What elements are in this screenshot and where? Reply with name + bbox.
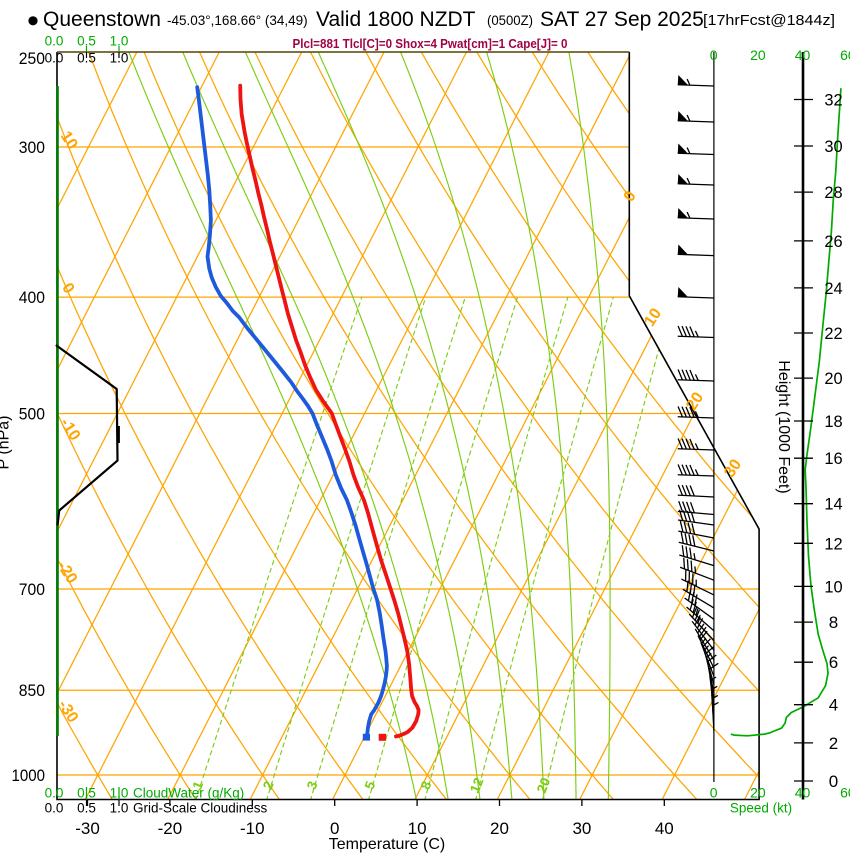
svg-text:60: 60 <box>840 47 850 63</box>
svg-text:Temperature (C): Temperature (C) <box>329 836 445 853</box>
svg-text:1.0: 1.0 <box>110 34 129 49</box>
svg-text:32: 32 <box>824 91 842 110</box>
svg-text:0: 0 <box>710 47 718 63</box>
svg-text:0.5: 0.5 <box>77 34 96 49</box>
svg-text:0: 0 <box>330 819 339 838</box>
svg-text:Plcl=881 Tlcl[C]=0 Shox=4 Pwat: Plcl=881 Tlcl[C]=0 Shox=4 Pwat[cm]=1 Cap… <box>293 36 568 51</box>
svg-text:60: 60 <box>840 785 850 801</box>
svg-text:[17hrFcst@1844z]: [17hrFcst@1844z] <box>703 12 835 29</box>
svg-text:2: 2 <box>829 734 838 753</box>
svg-text:0.0: 0.0 <box>45 51 64 66</box>
svg-text:-20: -20 <box>158 819 183 838</box>
svg-text:Queenstown: Queenstown <box>43 8 161 31</box>
svg-text:Height (1000 Feet): Height (1000 Feet) <box>775 360 792 493</box>
svg-text:400: 400 <box>19 288 45 307</box>
svg-text:-10: -10 <box>240 819 265 838</box>
svg-text:0.0: 0.0 <box>45 34 64 49</box>
svg-text:250: 250 <box>19 49 45 68</box>
svg-text:18: 18 <box>824 412 842 431</box>
svg-text:20: 20 <box>490 819 509 838</box>
svg-text:0.0: 0.0 <box>45 786 64 801</box>
svg-text:0.0: 0.0 <box>45 801 64 816</box>
svg-text:-45.03°,168.66° (34,49): -45.03°,168.66° (34,49) <box>167 13 308 28</box>
svg-text:300: 300 <box>19 138 45 157</box>
svg-text:500: 500 <box>19 405 45 424</box>
svg-text:Grid-Scale Cloudiness: Grid-Scale Cloudiness <box>133 801 268 816</box>
svg-text:40: 40 <box>655 819 674 838</box>
svg-text:20: 20 <box>750 47 766 63</box>
svg-text:850: 850 <box>19 681 45 700</box>
svg-text:16: 16 <box>824 449 842 468</box>
svg-text:12: 12 <box>467 776 487 796</box>
svg-text:10: 10 <box>824 577 842 596</box>
svg-text:SAT 27 Sep 2025: SAT 27 Sep 2025 <box>540 8 704 31</box>
svg-text:6: 6 <box>829 653 838 672</box>
svg-text:26: 26 <box>824 232 842 251</box>
svg-text:-30: -30 <box>75 819 100 838</box>
svg-text:P (hPa): P (hPa) <box>0 416 13 470</box>
svg-text:10: 10 <box>408 819 427 838</box>
svg-text:8: 8 <box>829 613 838 632</box>
svg-text:30: 30 <box>824 137 842 156</box>
svg-text:40: 40 <box>795 47 811 63</box>
svg-text:1.0: 1.0 <box>110 801 129 816</box>
svg-text:(0500Z): (0500Z) <box>487 13 533 28</box>
svg-text:0: 0 <box>710 785 718 801</box>
svg-text:Speed (kt): Speed (kt) <box>730 801 792 816</box>
svg-text:CloudWater (g/Kg): CloudWater (g/Kg) <box>133 786 244 801</box>
svg-text:20: 20 <box>750 785 766 801</box>
svg-text:30: 30 <box>572 819 591 838</box>
svg-text:12: 12 <box>824 534 842 553</box>
svg-text:40: 40 <box>795 785 811 801</box>
svg-text:22: 22 <box>824 324 842 343</box>
svg-text:700: 700 <box>19 580 45 599</box>
svg-text:20: 20 <box>824 369 842 388</box>
svg-text:28: 28 <box>824 183 842 202</box>
svg-text:4: 4 <box>829 696 838 715</box>
svg-text:Valid 1800 NZDT: Valid 1800 NZDT <box>316 8 476 31</box>
svg-text:0.5: 0.5 <box>77 801 96 816</box>
svg-text:24: 24 <box>824 279 842 298</box>
svg-text:0: 0 <box>829 772 838 791</box>
svg-text:20: 20 <box>534 776 554 796</box>
svg-text:14: 14 <box>824 495 842 514</box>
svg-text:1000: 1000 <box>12 766 46 785</box>
